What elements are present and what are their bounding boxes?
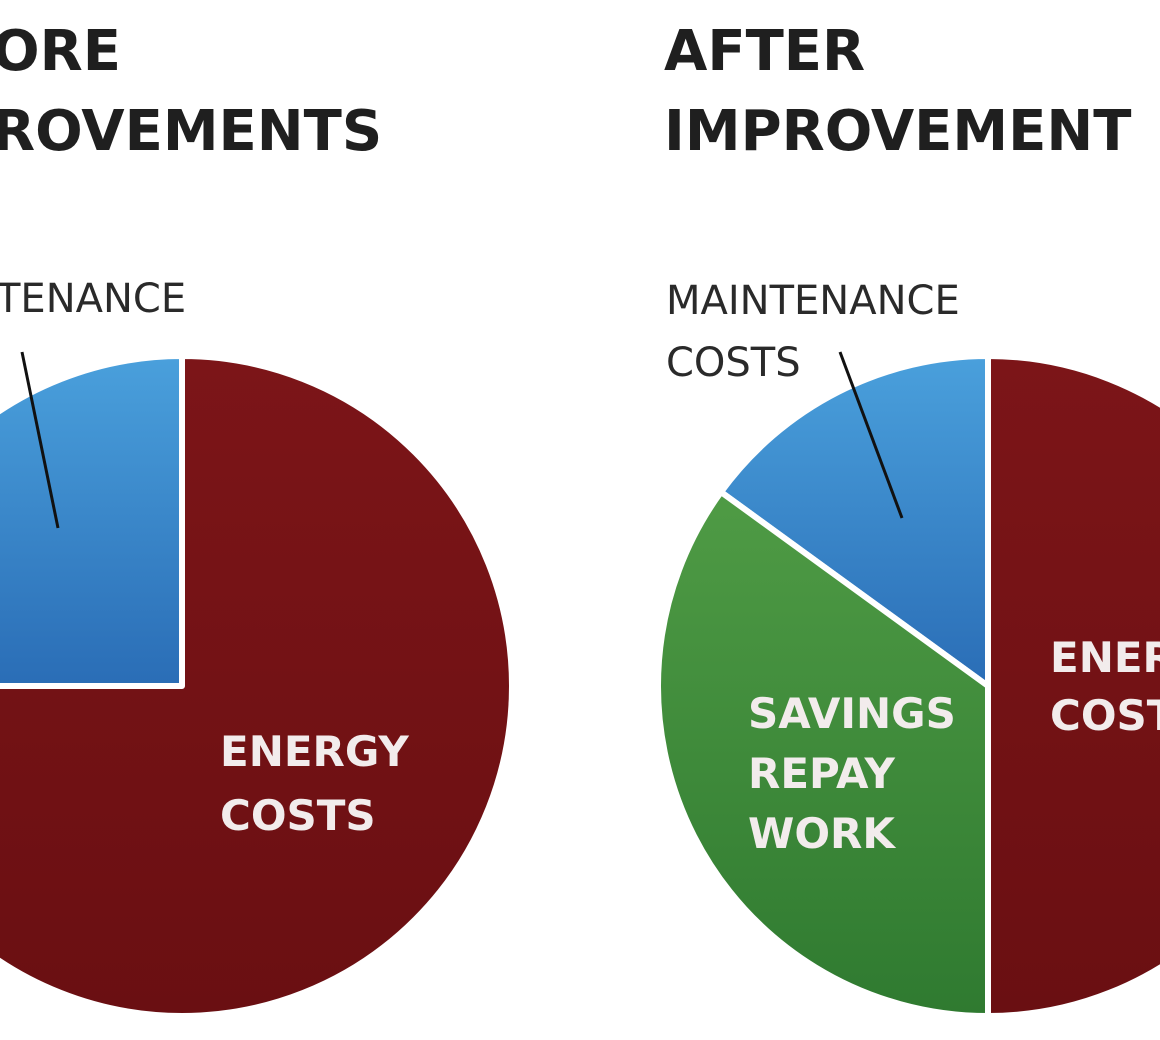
before-maintenance-label: TENANCE: [0, 276, 186, 322]
after-savings-label: SAVINGS REPAY WORK: [748, 689, 971, 858]
after-title-line-1: AFTER: [664, 19, 865, 84]
before-maintenance-label-line-1: TENANCE: [0, 276, 186, 322]
after-energy-slice: [985, 353, 1160, 1019]
before-energy-label: ENERGY COSTS: [220, 727, 423, 840]
after-maintenance-label-line-2: COSTS: [666, 340, 801, 386]
after-savings-label-line-3: WORK: [748, 809, 896, 858]
after-energy-label-line-1: ENER: [1050, 633, 1160, 682]
after-savings-label-line-2: REPAY: [748, 749, 895, 798]
before-energy-slice: [0, 353, 515, 1019]
after-title: AFTER IMPROVEMENT: [664, 19, 1131, 164]
before-maintenance-slice: [0, 353, 185, 689]
after-maintenance-label: MAINTENANCE COSTS: [666, 278, 972, 386]
before-title: ORE ROVEMENTS: [0, 19, 382, 164]
after-energy-label-line-2: COST: [1050, 691, 1160, 740]
after-maintenance-slice: [718, 353, 991, 689]
before-energy-label-line-1: ENERGY: [220, 727, 409, 776]
after-title-line-2: IMPROVEMENT: [664, 99, 1131, 164]
before-energy-label-line-2: COSTS: [220, 791, 376, 840]
after-savings-slice: [655, 489, 991, 1019]
after-maintenance-leader: [838, 351, 904, 519]
before-maintenance-leader: [20, 351, 60, 529]
after-pie: [655, 353, 1160, 1019]
before-pie: [0, 353, 515, 1019]
before-title-line-2: ROVEMENTS: [0, 99, 382, 164]
before-title-line-1: ORE: [0, 19, 121, 84]
after-savings-label-line-1: SAVINGS: [748, 689, 956, 738]
after-energy-label: ENER COST: [1050, 633, 1160, 740]
after-maintenance-label-line-1: MAINTENANCE: [666, 278, 960, 324]
